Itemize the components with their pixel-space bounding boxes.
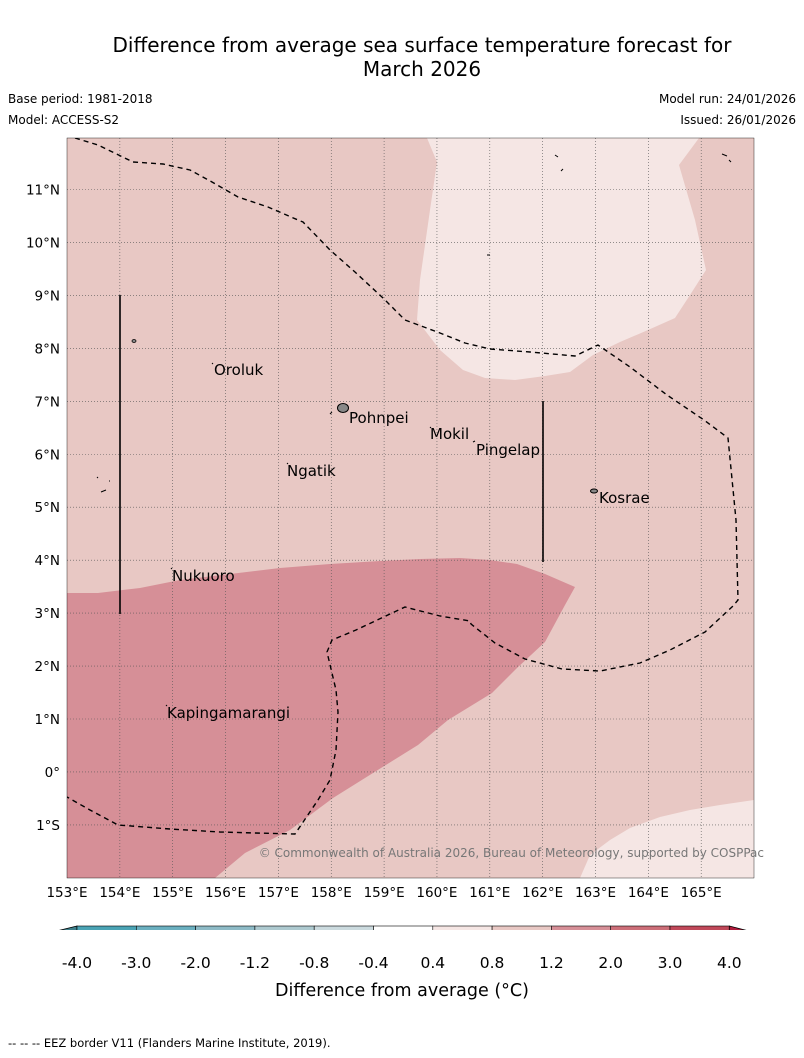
lon-label: 160°E	[416, 885, 457, 901]
copyright-text: © Commonwealth of Australia 2026, Bureau…	[259, 846, 764, 860]
sst-anomaly-map: Oroluk Pohnpei Mokil Pingelap Ngatik Kos…	[26, 137, 764, 930]
colorbar-swatch	[136, 925, 196, 930]
model-name: Model: ACCESS-S2	[8, 113, 120, 127]
eez-border-main	[67, 138, 739, 835]
place-pohnpei: Pohnpei	[349, 409, 409, 427]
title-line-2: March 2026	[362, 57, 482, 81]
place-mokil: Mokil	[430, 425, 469, 443]
colorbar-extend-low	[59, 925, 78, 930]
colorbar-extend-high	[728, 925, 747, 930]
latitude-tick-labels: 11°N 10°N 9°N 8°N 7°N 6°N 5°N 4°N 3°N 2°N 1°N 0° 1°S	[26, 183, 60, 834]
model-run: Model run: 24/01/2026	[658, 92, 796, 106]
longitude-tick-labels: 153°E 154°E 155°E 156°E 157°E 158°E 159°E 160°E…	[46, 885, 721, 901]
lon-label: 163°E	[575, 885, 616, 901]
lon-label: 155°E	[152, 885, 193, 901]
lat-label: 8°N	[35, 341, 60, 357]
pohnpei-island-shape	[337, 403, 349, 413]
anomaly-band-0-4-0-8-north	[417, 138, 706, 380]
lon-label: 158°E	[311, 885, 352, 901]
lat-label: 3°N	[35, 606, 60, 622]
kosrae-island-shape	[590, 488, 598, 494]
eez-border-lines	[67, 138, 739, 835]
colorbar-tick-label: -3.0	[121, 954, 152, 972]
colorbar-swatch	[551, 925, 612, 930]
colorbar-swatch	[76, 925, 137, 930]
map-frame	[66, 137, 755, 879]
lon-label: 164°E	[628, 885, 669, 901]
colorbar-swatch	[432, 925, 493, 930]
lon-label: 156°E	[205, 885, 246, 901]
colorbar-tick-label: -1.2	[239, 954, 271, 972]
lat-label: 6°N	[35, 447, 60, 463]
lon-label: 159°E	[364, 885, 405, 901]
lon-label: 157°E	[258, 885, 299, 901]
place-nukuoro: Nukuoro	[172, 567, 235, 585]
anomaly-band-1-2-2-0	[67, 558, 575, 878]
lon-label: 162°E	[522, 885, 563, 901]
colorbar-tick-label: 2.0	[598, 954, 624, 972]
colorbar-tick-label: 0.8	[479, 954, 505, 972]
place-kosrae: Kosrae	[599, 489, 650, 507]
lat-label: 9°N	[35, 288, 60, 304]
chart-title: Difference from average sea surface temp…	[60, 33, 784, 81]
colorbar-tick-label: 3.0	[657, 954, 683, 972]
lat-label: 2°N	[35, 659, 60, 675]
eez-footnote: -- -- -- EEZ border V11 (Flanders Marine…	[8, 1036, 331, 1050]
colorbar	[59, 925, 747, 930]
lat-label: 1°S	[36, 818, 60, 834]
lon-label: 161°E	[469, 885, 510, 901]
small-islets	[96, 153, 732, 707]
place-oroluk: Oroluk	[214, 361, 263, 379]
colorbar-tick-label: 4.0	[716, 954, 742, 972]
colorbar-tick-label: 0.4	[420, 954, 446, 972]
lat-label: 5°N	[35, 500, 60, 516]
anomaly-band-0-4-0-8-south	[580, 800, 754, 878]
issued-date: Issued: 26/01/2026	[680, 113, 796, 127]
title-line-1: Difference from average sea surface temp…	[112, 33, 732, 57]
colorbar-swatch	[195, 925, 256, 930]
lon-label: 165°E	[681, 885, 722, 901]
colorbar-tick-label: -2.0	[180, 954, 211, 972]
lat-label: 1°N	[35, 712, 60, 728]
lon-label: 154°E	[99, 885, 140, 901]
place-pingelap: Pingelap	[476, 441, 540, 459]
lon-label: 153°E	[46, 885, 87, 901]
place-ngatik: Ngatik	[287, 462, 336, 480]
lat-label: 10°N	[26, 235, 60, 251]
colorbar-tick-label: -0.4	[358, 954, 389, 972]
lat-label: 4°N	[35, 553, 60, 569]
lat-label: 0°	[45, 765, 60, 781]
colorbar-swatch	[313, 925, 374, 930]
graticule	[67, 138, 754, 878]
colorbar-tick-label: -0.8	[299, 954, 330, 972]
base-period: Base period: 1981-2018	[8, 92, 153, 106]
atoll-shape	[131, 339, 137, 343]
colorbar-swatch	[491, 925, 552, 930]
colorbar-swatch	[610, 925, 671, 930]
colorbar-title: Difference from average (°C)	[275, 981, 529, 1001]
lat-label: 7°N	[35, 394, 60, 410]
lat-label: 11°N	[26, 183, 60, 199]
colorbar-tick-label: 1.2	[539, 954, 564, 972]
colorbar-swatch	[373, 925, 434, 930]
colorbar-swatch	[669, 925, 730, 930]
colorbar-tick-label: -4.0	[61, 954, 93, 972]
place-kapingamarangi: Kapingamarangi	[167, 704, 290, 722]
colorbar-swatch	[254, 925, 315, 930]
